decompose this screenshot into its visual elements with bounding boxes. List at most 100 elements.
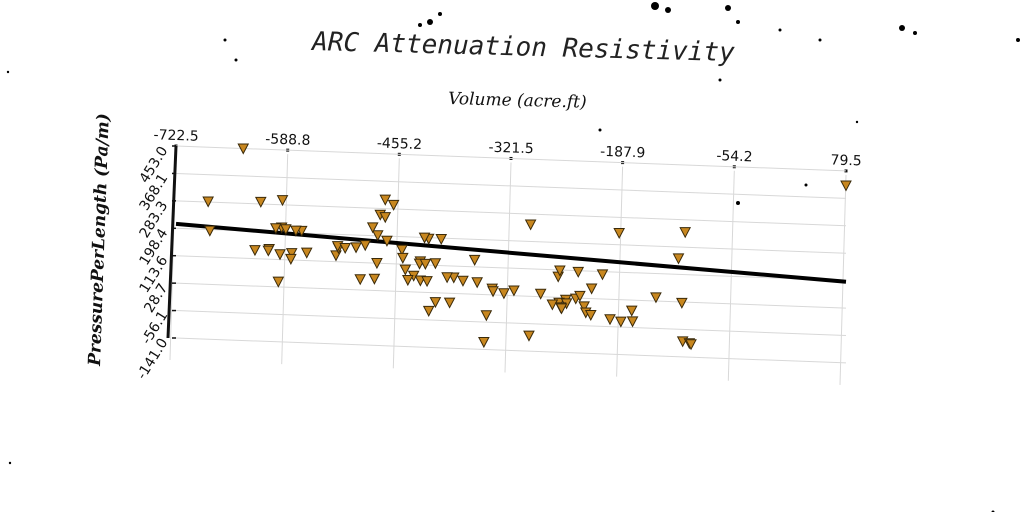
data-point — [366, 222, 379, 234]
chart-title: ARC Attenuation Resistivity — [310, 27, 736, 68]
x-gridline — [504, 162, 512, 373]
data-point — [254, 196, 267, 208]
data-point — [574, 290, 586, 302]
y-gridline — [175, 145, 847, 172]
data-point — [546, 299, 559, 311]
data-point — [285, 253, 297, 265]
data-point — [840, 180, 852, 192]
data-point — [498, 288, 510, 300]
data-point — [379, 194, 392, 206]
data-point — [272, 276, 285, 288]
data-point — [650, 292, 662, 304]
y-tick-label: -141.0 — [134, 336, 171, 383]
data-point — [613, 227, 626, 240]
x-tick-label: -455.2 — [377, 136, 423, 154]
data-point — [379, 212, 392, 224]
data-point — [276, 195, 289, 207]
data-point — [371, 258, 383, 270]
data-point — [552, 271, 565, 283]
data-point — [330, 250, 342, 262]
x-tick-label: -54.2 — [716, 148, 753, 165]
data-point — [285, 248, 298, 260]
data-point — [368, 273, 381, 285]
data-point — [685, 339, 697, 351]
y-gridline — [175, 255, 847, 282]
data-point — [534, 288, 547, 300]
data-point — [429, 297, 442, 309]
data-point — [359, 240, 372, 252]
data-point — [625, 305, 638, 317]
data-point — [280, 224, 292, 236]
data-point — [478, 337, 490, 349]
y-gridline — [175, 200, 847, 227]
x-gridline — [727, 170, 735, 381]
data-point — [596, 269, 609, 281]
data-point — [202, 196, 214, 208]
trend-line — [175, 221, 847, 284]
data-point — [615, 316, 627, 328]
data-point — [396, 244, 408, 256]
data-point — [572, 266, 585, 278]
data-point — [204, 225, 216, 237]
data-point — [399, 264, 412, 276]
data-point — [350, 242, 362, 254]
data-point — [387, 199, 400, 211]
x-tick-label: 79.5 — [830, 152, 862, 169]
data-point — [300, 247, 313, 259]
x-tick-label: -588.8 — [265, 131, 311, 149]
x-gridline — [392, 158, 400, 369]
data-point — [524, 219, 537, 231]
data-point — [274, 249, 286, 261]
data-point — [396, 252, 409, 264]
data-point — [480, 310, 493, 322]
data-point — [401, 275, 414, 287]
data-point — [429, 258, 442, 270]
data-point — [371, 230, 384, 242]
y-gridline — [175, 282, 847, 309]
data-point — [487, 286, 499, 298]
data-point — [457, 275, 469, 287]
data-point — [237, 143, 250, 155]
data-point — [339, 242, 351, 255]
data-point — [471, 277, 483, 289]
data-point — [381, 235, 393, 247]
data-point — [584, 309, 597, 322]
data-point — [468, 254, 481, 266]
x-gridline — [616, 166, 624, 377]
data-point — [679, 227, 692, 239]
plot-area: -722.5 -588.8 -455.2 -321.5 -187.9 -54.2 79.54… — [134, 127, 862, 385]
y-gridline — [175, 310, 847, 336]
data-point — [422, 305, 435, 317]
y-axis-line — [166, 145, 178, 339]
x-tick-label: -722.5 — [153, 127, 199, 145]
y-gridline — [175, 337, 847, 364]
data-point — [508, 285, 520, 297]
data-point — [435, 233, 448, 246]
data-point — [262, 245, 275, 257]
x-gridline — [281, 154, 289, 365]
data-point — [585, 283, 598, 295]
data-point — [555, 303, 568, 315]
data-point — [419, 258, 432, 270]
data-point — [270, 223, 282, 235]
y-axis-label: PressurePerLength (Pa/m) — [85, 113, 114, 367]
data-point — [354, 274, 367, 286]
data-point — [443, 297, 456, 309]
data-point — [676, 297, 688, 309]
data-point — [554, 265, 566, 277]
data-point — [418, 232, 431, 244]
data-point — [441, 272, 453, 284]
x-axis-label: Volume (acre.ft) — [448, 89, 587, 113]
x-tick-label: -187.9 — [600, 144, 646, 162]
data-point — [421, 276, 433, 288]
data-point — [578, 301, 590, 313]
data-point — [523, 330, 535, 342]
data-point — [626, 316, 639, 328]
y-gridline — [175, 172, 847, 199]
data-point — [604, 314, 616, 326]
data-point — [672, 253, 685, 265]
scan-noise — [6, 2, 1020, 512]
data-point — [249, 245, 261, 257]
x-tick-label: -321.5 — [488, 140, 534, 158]
